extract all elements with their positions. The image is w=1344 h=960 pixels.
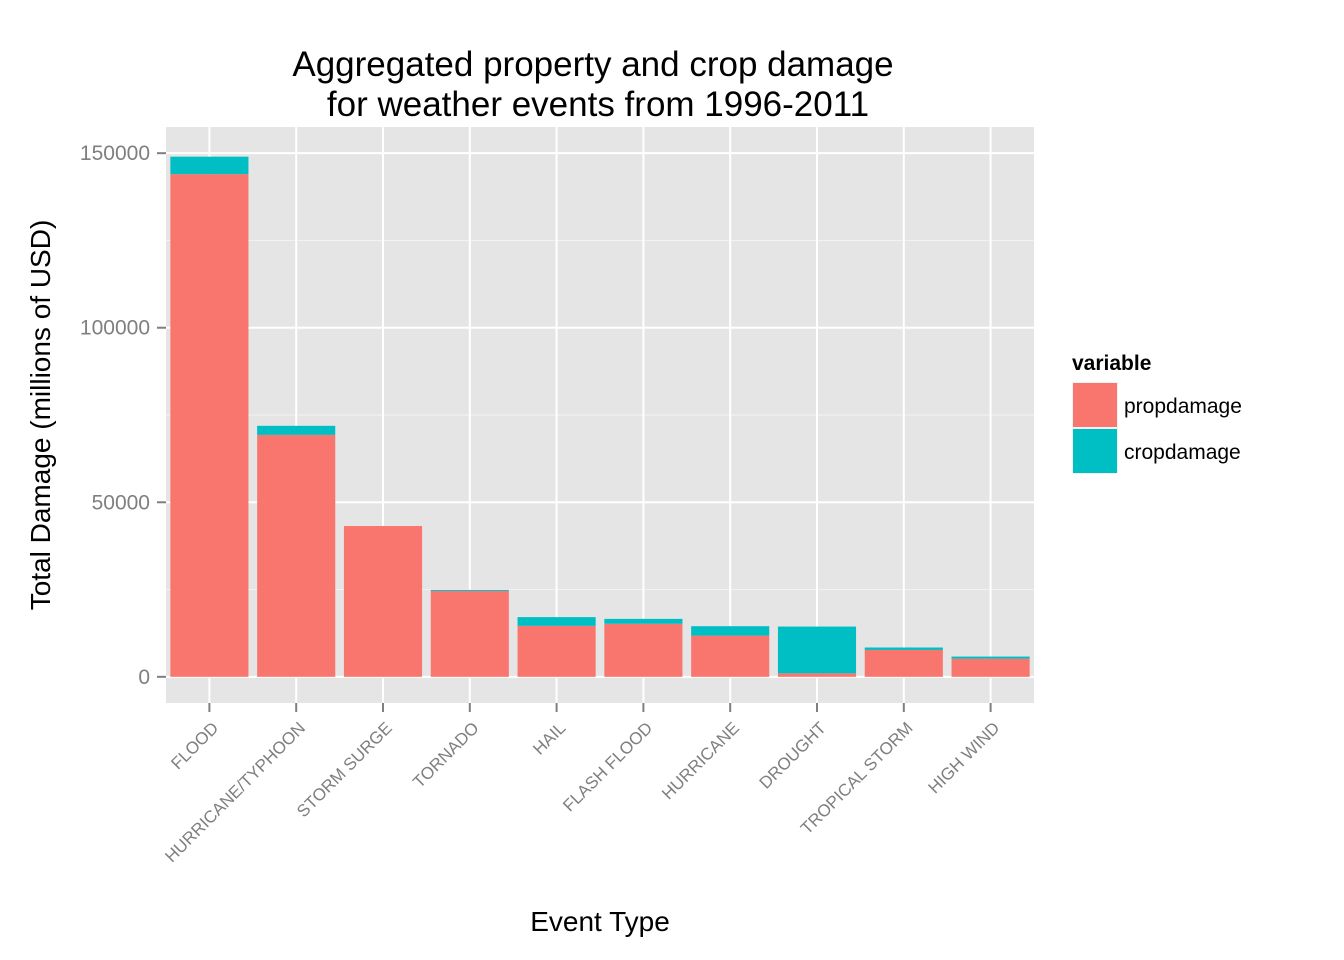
x-tick-label: FLASH FLOOD (559, 718, 656, 815)
x-tick-label: DROUGHT (756, 718, 830, 792)
x-tick-label: STORM SURGE (293, 718, 396, 821)
legend-title: variable (1072, 352, 1151, 375)
bars (170, 156, 1030, 677)
y-axis-title: Total Damage (millions of USD) (25, 220, 56, 611)
y-tick-label: 100000 (80, 317, 150, 340)
bar-propdamage-storm-surge (343, 526, 423, 677)
legend-label-propdamage: propdamage (1124, 395, 1242, 418)
x-tick-label: HURRICANE/TYPHOON (161, 718, 309, 866)
bar-propdamage-drought (777, 673, 857, 677)
bar-propdamage-hurricane-typhoon (257, 434, 336, 677)
chart-title-line-2: for weather events from 1996-2011 (327, 85, 869, 124)
x-tick-label: HURRICANE (658, 718, 743, 803)
legend-swatch-propdamage (1073, 383, 1117, 427)
bar-cropdamage-flash-flood (604, 618, 683, 624)
bar-cropdamage-drought (777, 626, 857, 674)
chart-title-line-1: Aggregated property and crop damage (292, 45, 893, 84)
bar-cropdamage-tropical-storm (864, 647, 943, 650)
bar-propdamage-tropical-storm (864, 649, 943, 677)
y-axis: 0 50000 100000 150000 (80, 142, 166, 689)
bar-propdamage-flood (170, 174, 249, 677)
bar-propdamage-hurricane (691, 635, 770, 677)
x-tick-label: TORNADO (409, 718, 482, 791)
y-tick-label: 0 (138, 666, 150, 689)
legend-swatch-cropdamage (1073, 429, 1117, 473)
x-axis-title: Event Type (530, 906, 670, 937)
bar-cropdamage-tornado (430, 589, 509, 591)
bar-propdamage-tornado (430, 590, 509, 677)
bar-cropdamage-hurricane (691, 626, 770, 636)
legend: variable propdamage cropdamage (1072, 352, 1242, 474)
x-tick-label: HAIL (529, 718, 569, 758)
x-tick-label: HIGH WIND (925, 718, 1004, 797)
bar-cropdamage-flood (170, 156, 249, 175)
bar-propdamage-flash-flood (604, 623, 683, 677)
y-tick-label: 150000 (80, 142, 150, 165)
bar-cropdamage-hurricane-typhoon (257, 425, 336, 435)
bar-propdamage-hail (517, 625, 596, 677)
bar-cropdamage-hail (517, 617, 596, 626)
bar-propdamage-high-wind (951, 658, 1030, 677)
x-tick-label: FLOOD (167, 718, 222, 773)
legend-label-cropdamage: cropdamage (1124, 441, 1241, 464)
bar-cropdamage-high-wind (951, 656, 1030, 659)
y-tick-label: 50000 (92, 491, 150, 514)
